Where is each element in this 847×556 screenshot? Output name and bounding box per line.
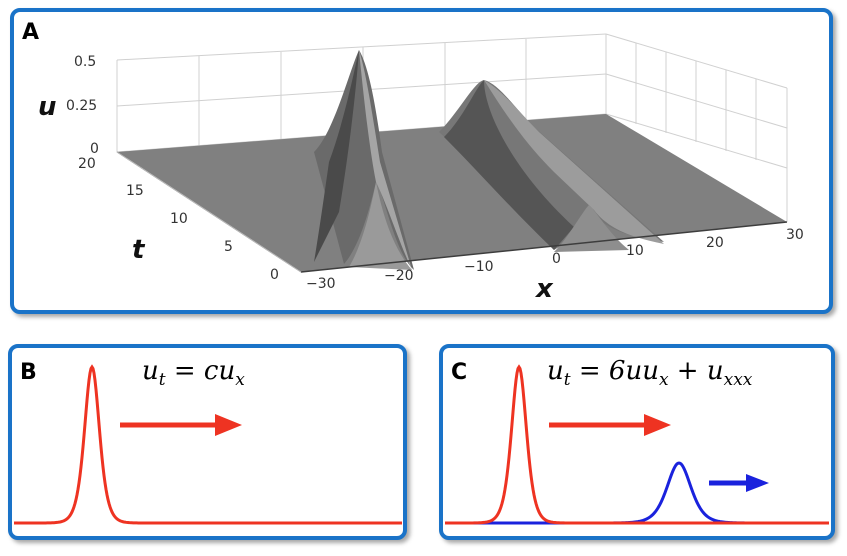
x-axis: −30 −20 −10 0 10 20 30 x bbox=[306, 227, 804, 304]
t-tick-label: 0 bbox=[270, 267, 279, 283]
x-tick-label: −30 bbox=[306, 276, 336, 292]
eq-b-sub-t: t bbox=[158, 370, 166, 391]
x-tick-label: −10 bbox=[464, 259, 494, 275]
x-tick-label: −20 bbox=[384, 268, 414, 284]
panel-b-plot bbox=[14, 364, 402, 525]
pulse-c-large bbox=[445, 364, 829, 525]
x-tick-label: 10 bbox=[626, 243, 644, 259]
eq-c-sub-xxx: xxx bbox=[723, 370, 753, 391]
t-tick-label: 5 bbox=[224, 239, 233, 255]
kdv-equation: ut = 6uux + uxxx bbox=[547, 356, 752, 390]
surface-plot-3d: 0.5 0.25 0 u 20 15 10 5 0 t −30 −20 −10 … bbox=[38, 33, 804, 304]
surface-base bbox=[117, 114, 787, 272]
z-tick-label: 0.5 bbox=[74, 54, 96, 70]
pulse-b bbox=[14, 364, 402, 525]
eq-c-base: u bbox=[547, 356, 564, 386]
eq-c-sub-x: x bbox=[658, 370, 669, 391]
z-axis-label: u bbox=[38, 92, 57, 122]
x-tick-label: 0 bbox=[552, 251, 561, 267]
panel-c-plot bbox=[445, 364, 829, 525]
eq-c-plus: + u bbox=[668, 356, 724, 386]
eq-b-mid: = cu bbox=[165, 356, 236, 386]
eq-c-sub-t: t bbox=[563, 370, 571, 391]
x-tick-label: 30 bbox=[786, 227, 804, 243]
panel-c: C ut = 6uux + uxxx bbox=[439, 344, 835, 540]
eq-b-base: u bbox=[142, 356, 159, 386]
t-tick-label: 15 bbox=[126, 183, 144, 199]
panel-b-label: B bbox=[20, 360, 37, 385]
x-axis-label: x bbox=[534, 274, 554, 304]
arrow-b-head bbox=[215, 414, 242, 436]
panel-a-label: A bbox=[22, 20, 40, 45]
large-soliton-ridge bbox=[314, 50, 414, 270]
arrow-c-small-head bbox=[746, 474, 769, 492]
panel-c-label: C bbox=[451, 360, 468, 385]
eq-c-mid: = 6uu bbox=[570, 356, 659, 386]
arrow-c-large-head bbox=[644, 414, 671, 436]
z-tick-label: 0.25 bbox=[66, 98, 97, 114]
z-tick-label: 0 bbox=[90, 141, 99, 157]
t-tick-label: 20 bbox=[78, 156, 96, 172]
x-tick-label: 20 bbox=[706, 235, 724, 251]
z-axis: 0.5 0.25 0 u bbox=[38, 54, 99, 157]
t-axis: 20 15 10 5 0 t bbox=[78, 151, 302, 283]
t-axis-label: t bbox=[132, 235, 146, 265]
pulse-c-small bbox=[445, 461, 829, 525]
eq-b-sub-x: x bbox=[235, 370, 245, 391]
t-tick-label: 10 bbox=[170, 211, 188, 227]
advection-equation: ut = cux bbox=[142, 356, 245, 390]
panel-a: A bbox=[10, 8, 833, 314]
panel-b: B ut = cux bbox=[8, 344, 407, 540]
